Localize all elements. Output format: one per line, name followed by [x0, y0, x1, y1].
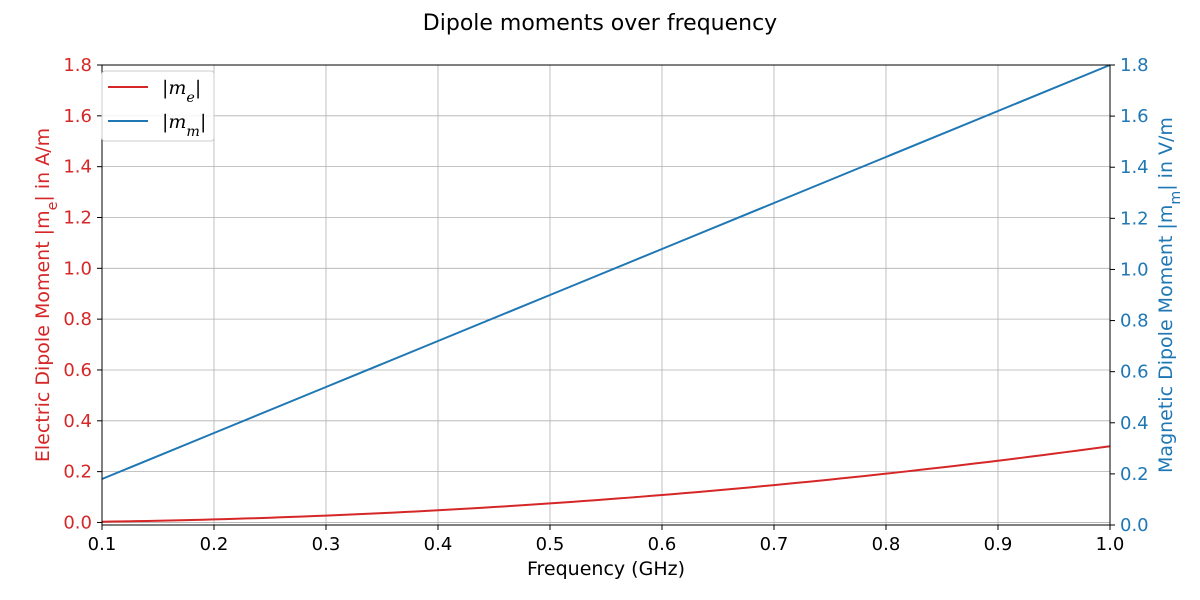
right-axis: 0.0 0.2 0.4 0.6 0.8 1.0 1.2 1.4 1.6 1.8: [1110, 55, 1149, 536]
left-tick-label: 1.4: [63, 157, 92, 178]
x-tick-label: 0.9: [984, 534, 1013, 555]
left-tick-label: 0.2: [63, 462, 92, 483]
chart-title: Dipole moments over frequency: [423, 11, 777, 36]
series-layer: [101, 64, 1111, 523]
left-tick-label: 0.0: [63, 512, 92, 533]
series-line-mm: [101, 64, 1111, 480]
x-axis-label: Frequency (GHz): [527, 558, 685, 580]
x-tick-label: 0.8: [872, 534, 901, 555]
right-tick-label: 1.4: [1120, 157, 1149, 178]
left-tick-label: 0.4: [63, 411, 92, 432]
x-tick-label: 1.0: [1096, 534, 1125, 555]
x-tick-label: 0.1: [88, 534, 117, 555]
legend-label-mm: |mm|: [162, 111, 206, 140]
right-tick-label: 0.4: [1120, 413, 1149, 434]
right-y-axis-label: Magnetic Dipole Moment |mm| in V/m: [1155, 117, 1184, 473]
x-tick-label: 0.3: [312, 534, 341, 555]
left-axis: 0.0 0.2 0.4 0.6 0.8 1.0 1.2 1.4 1.6 1.8: [63, 55, 102, 533]
right-tick-label: 1.8: [1120, 55, 1149, 76]
left-tick-label: 0.6: [63, 360, 92, 381]
plot-frame: [101, 64, 1111, 526]
left-tick-label: 0.8: [63, 309, 92, 330]
left-y-axis-label: Electric Dipole Moment |me| in A/m: [32, 128, 61, 462]
x-tick-label: 0.5: [536, 534, 565, 555]
x-tick-label: 0.2: [200, 534, 229, 555]
left-tick-label: 1.8: [63, 55, 92, 76]
legend: |me| |mm|: [101, 70, 215, 142]
left-tick-label: 1.6: [63, 106, 92, 127]
x-tick-label: 0.6: [648, 534, 677, 555]
legend-label-me: |me|: [162, 77, 201, 106]
x-tick-label: 0.4: [424, 534, 453, 555]
x-axis: 0.1 0.2 0.3 0.4 0.5 0.6 0.7 0.8 0.9 1.0: [88, 525, 1125, 555]
left-tick-label: 1.2: [63, 207, 92, 228]
right-tick-label: 0.8: [1120, 311, 1149, 332]
left-tick-label: 1.0: [63, 258, 92, 279]
right-tick-label: 1.2: [1120, 208, 1149, 229]
right-tick-label: 0.0: [1120, 515, 1149, 536]
x-tick-label: 0.7: [760, 534, 789, 555]
series-line-me: [101, 445, 1111, 523]
right-tick-label: 0.6: [1120, 362, 1149, 383]
right-tick-label: 1.6: [1120, 106, 1149, 127]
legend-box: [101, 70, 215, 142]
right-tick-label: 0.2: [1120, 464, 1149, 485]
right-tick-label: 1.0: [1120, 259, 1149, 280]
